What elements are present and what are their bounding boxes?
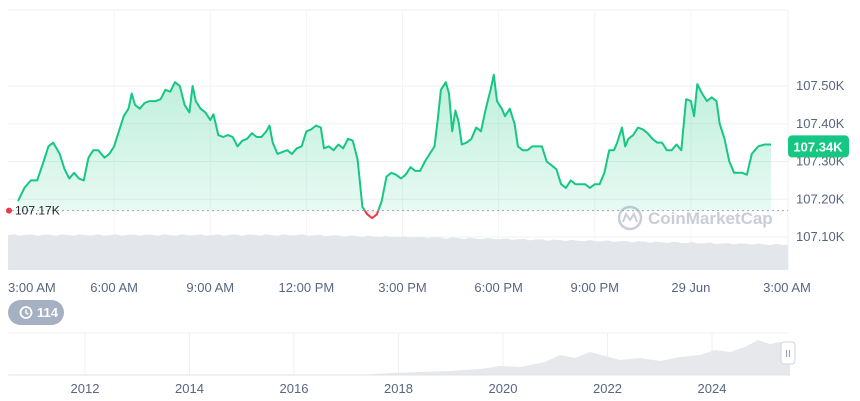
y-tick-label: 107.20K bbox=[796, 191, 845, 206]
price-area-above bbox=[18, 74, 771, 211]
reference-label: 107.17K bbox=[15, 204, 60, 218]
navigator-handle[interactable] bbox=[780, 341, 796, 365]
current-price-badge: 107.34K bbox=[788, 135, 849, 158]
navigator-tick-label: 2024 bbox=[698, 381, 727, 396]
history-icon-hands bbox=[25, 309, 29, 315]
navigator-handle-grip: II bbox=[785, 349, 791, 360]
navigator-tick-label: 2020 bbox=[489, 381, 518, 396]
y-tick-label: 107.40K bbox=[796, 116, 845, 131]
navigator-tick-label: 2014 bbox=[175, 381, 204, 396]
x-tick-label: 9:00 AM bbox=[186, 280, 234, 295]
navigator-tick-label: 2012 bbox=[71, 381, 100, 396]
x-tick-label: 3:00 PM bbox=[378, 280, 426, 295]
coinmarketcap-logo-mark bbox=[622, 211, 638, 223]
history-count: 114 bbox=[37, 305, 59, 320]
y-tick-label: 107.50K bbox=[796, 78, 845, 93]
current-price-label: 107.34K bbox=[793, 139, 843, 154]
navigator-tick-label: 2016 bbox=[280, 381, 309, 396]
x-axis: 3:00 AM 6:00 AM 9:00 AM 12:00 PM 3:00 PM 6:00… bbox=[8, 280, 811, 295]
history-button[interactable]: 114 bbox=[8, 300, 64, 325]
volume-area bbox=[8, 234, 788, 270]
x-tick-label: 3:00 AM bbox=[8, 280, 56, 295]
x-tick-label: 29 Jun bbox=[671, 280, 710, 295]
price-line-above bbox=[17, 73, 771, 211]
watermark-text: CoinMarketCap bbox=[648, 209, 773, 228]
navigator-history-area bbox=[8, 340, 790, 375]
x-tick-label: 3:00 AM bbox=[763, 280, 811, 295]
history-button-bg[interactable] bbox=[8, 300, 64, 325]
current-price-badge-bg bbox=[788, 135, 849, 158]
x-tick-label: 12:00 PM bbox=[279, 280, 335, 295]
history-icon bbox=[19, 306, 33, 319]
navigator-x-axis: 2012 2014 2016 2018 2020 2022 2024 bbox=[71, 381, 727, 396]
range-navigator[interactable]: II 2012 2014 2016 2018 2020 2022 2024 bbox=[8, 332, 796, 396]
x-tick-label: 6:00 PM bbox=[474, 280, 522, 295]
navigator-tick-label: 2018 bbox=[384, 381, 413, 396]
x-tick-label: 6:00 AM bbox=[90, 280, 138, 295]
reference-dot bbox=[6, 207, 12, 214]
y-tick-label: 107.10K bbox=[796, 229, 845, 244]
x-tick-label: 9:00 PM bbox=[571, 280, 619, 295]
navigator-tick-label: 2022 bbox=[593, 381, 622, 396]
